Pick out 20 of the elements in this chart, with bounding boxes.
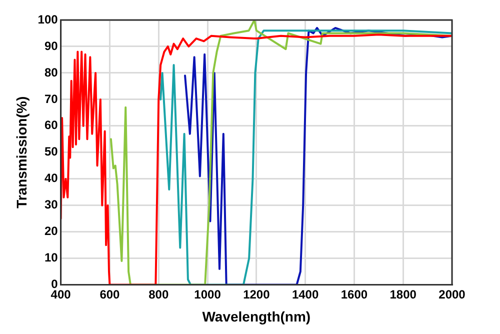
x-tick-label: 1600 — [340, 287, 368, 302]
y-tick-label: 70 — [44, 92, 58, 106]
y-tick-label: 20 — [44, 224, 58, 238]
y-tick-label: 30 — [44, 198, 58, 212]
x-tick-label: 1800 — [390, 287, 417, 302]
x-tick-label: 1000 — [194, 287, 222, 302]
x-axis-title: Wavelength(nm) — [202, 308, 311, 324]
x-tick-label: 1200 — [243, 287, 270, 302]
y-tick-label: 60 — [44, 118, 58, 132]
y-tick-label: 100 — [38, 12, 58, 26]
x-tick-label: 600 — [100, 287, 120, 302]
y-axis-title: Transmission(%) — [13, 96, 30, 208]
x-tick-label: 800 — [148, 287, 169, 302]
x-tick-label: 2000 — [438, 287, 466, 302]
y-tick-label: 90 — [44, 38, 58, 53]
y-tick-label: 50 — [44, 144, 58, 159]
y-tick-label: 40 — [44, 171, 58, 186]
x-tick-label: 1400 — [292, 287, 319, 302]
y-tick-label: 80 — [44, 65, 58, 80]
y-tick-label: 10 — [44, 250, 58, 265]
